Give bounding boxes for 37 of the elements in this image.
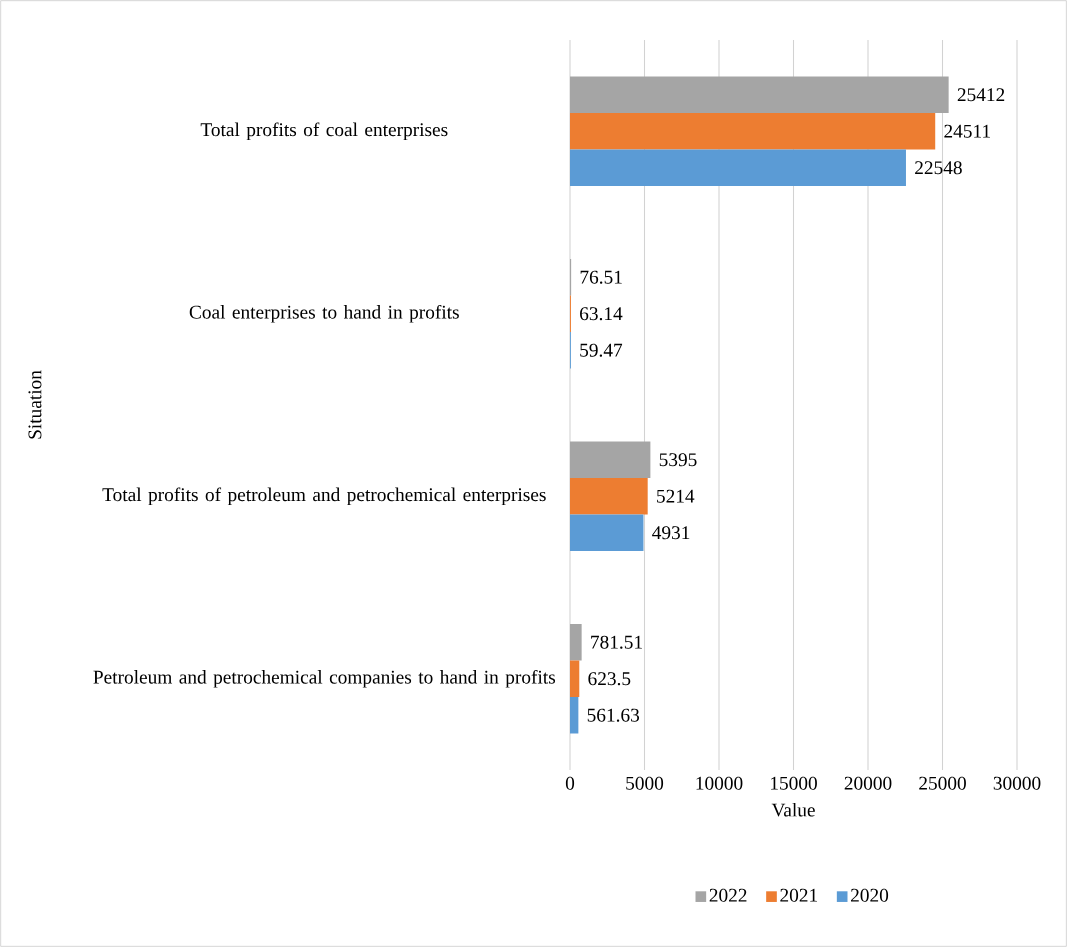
bar xyxy=(570,624,582,661)
y-tick-label: Petroleum and petrochemical companies to hand in profits xyxy=(93,669,556,688)
y-tick-label: Coal enterprises to hand in profits xyxy=(189,304,459,323)
data-label: 4931 xyxy=(652,526,690,540)
data-label: 25412 xyxy=(957,88,1005,102)
legend-label: 2020 xyxy=(851,888,889,902)
bar xyxy=(570,514,644,551)
x-tick-label: 15000 xyxy=(771,776,817,790)
bar xyxy=(570,697,579,734)
x-tick-label: 30000 xyxy=(993,776,1041,790)
legend-label: 2021 xyxy=(780,888,818,902)
bar xyxy=(570,113,936,150)
data-label: 5395 xyxy=(659,453,697,467)
data-label: 781.51 xyxy=(591,635,642,649)
y-tick-label: Total profits of petroleum and petrochemical enterprises xyxy=(102,487,546,506)
data-label: 59.47 xyxy=(580,343,623,357)
data-label: 76.51 xyxy=(580,270,622,284)
bar xyxy=(570,76,949,113)
y-tick-label: Total profits of coal enterprises xyxy=(200,122,448,141)
bar xyxy=(570,660,580,697)
data-label: 22548 xyxy=(915,161,962,175)
x-axis-title: Value xyxy=(771,802,815,817)
legend-label: 2022 xyxy=(709,888,747,902)
x-tick-label: 25000 xyxy=(919,776,966,790)
bar xyxy=(570,478,648,515)
x-tick-label: 20000 xyxy=(844,776,892,790)
x-tick-label: 10000 xyxy=(696,776,743,790)
data-label: 5214 xyxy=(657,489,695,503)
bar xyxy=(570,441,651,478)
x-tick-label: 5000 xyxy=(626,776,664,790)
y-axis-title: Situation xyxy=(28,370,42,439)
data-label: 63.14 xyxy=(580,307,623,321)
data-label: 24511 xyxy=(944,124,990,138)
bar xyxy=(570,149,906,186)
x-tick-label: 0 xyxy=(565,776,575,790)
data-label: 623.5 xyxy=(588,672,631,686)
data-label: 561.63 xyxy=(587,708,640,722)
